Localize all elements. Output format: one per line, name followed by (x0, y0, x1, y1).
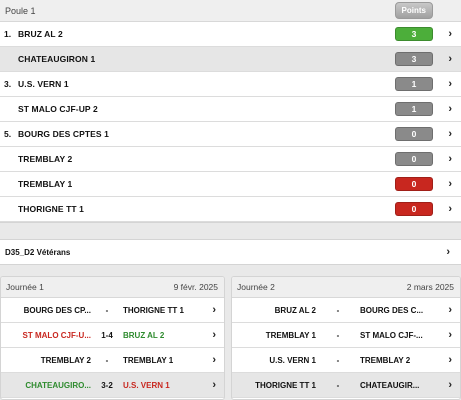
chevron-right-icon: › (212, 329, 216, 341)
chevron-right-icon: › (448, 53, 452, 65)
chevron-right-icon: › (448, 153, 452, 165)
match-score: 1-4 (101, 330, 113, 340)
away-team: U.S. VERN 1 (123, 380, 170, 390)
chevron-right-icon: › (448, 78, 452, 90)
chevron-right-icon: › (446, 246, 450, 258)
chevron-right-icon: › (448, 178, 452, 190)
match-score: 3-2 (101, 380, 113, 390)
standings-row[interactable]: THORIGNE TT 1 0 › (0, 197, 461, 222)
points-badge: 1 (395, 102, 433, 116)
points-badge: 0 (395, 202, 433, 216)
home-team: CHATEAUGIRO... (25, 380, 91, 390)
match-score: - (336, 380, 340, 390)
home-team: U.S. VERN 1 (269, 355, 316, 365)
match-list: BRUZ AL 2 - BOURG DES C... › TREMBLAY 1 - ST M… (232, 298, 460, 398)
standings-row[interactable]: 3. U.S. VERN 1 1 › (0, 72, 461, 97)
standings-row[interactable]: ST MALO CJF-UP 2 1 › (0, 97, 461, 122)
chevron-right-icon: › (448, 28, 452, 40)
match-row[interactable]: TREMBLAY 2 - TREMBLAY 1 › (1, 348, 224, 373)
day-title: Journée 2 (237, 282, 275, 292)
home-team: THORIGNE TT 1 (255, 380, 316, 390)
away-team: BOURG DES C... (360, 305, 424, 315)
chevron-right-icon: › (448, 354, 452, 366)
match-score: - (336, 305, 340, 315)
team-name: CHATEAUGIRON 1 (18, 54, 96, 64)
match-list: BOURG DES CP... - THORIGNE TT 1 › ST MALO CJ… (1, 298, 224, 398)
match-row[interactable]: CHATEAUGIRO... 3-2 U.S. VERN 1 › (1, 373, 224, 398)
chevron-right-icon: › (448, 203, 452, 215)
match-row[interactable]: U.S. VERN 1 - TREMBLAY 2 › (232, 348, 460, 373)
points-badge: 1 (395, 77, 433, 91)
points-badge: 3 (395, 27, 433, 41)
team-name: U.S. VERN 1 (18, 79, 69, 89)
home-team: TREMBLAY 1 (265, 330, 316, 340)
chevron-right-icon: › (448, 379, 452, 391)
chevron-right-icon: › (212, 379, 216, 391)
match-row[interactable]: BOURG DES CP... - THORIGNE TT 1 › (1, 298, 224, 323)
standings-row[interactable]: CHATEAUGIRON 1 3 › (0, 47, 461, 72)
away-team: TREMBLAY 1 (123, 355, 174, 365)
day-header: Journée 2 2 mars 2025 (232, 277, 460, 298)
away-team: ST MALO CJF-... (360, 330, 423, 340)
away-team: THORIGNE TT 1 (123, 305, 184, 315)
day-title: Journée 1 (6, 282, 44, 292)
match-row[interactable]: BRUZ AL 2 - BOURG DES C... › (232, 298, 460, 323)
team-name: THORIGNE TT 1 (18, 204, 84, 214)
day-panel-2: Journée 2 2 mars 2025 BRUZ AL 2 - BOURG DE… (231, 276, 461, 400)
chevron-right-icon: › (212, 354, 216, 366)
home-team: ST MALO CJF-U... (22, 330, 91, 340)
standings-row[interactable]: TREMBLAY 2 0 › (0, 147, 461, 172)
points-badge: 0 (395, 127, 433, 141)
match-score: - (336, 355, 340, 365)
poule-header: Poule 1 Points (0, 0, 461, 22)
match-row[interactable]: THORIGNE TT 1 - CHATEAUGIR... › (232, 373, 460, 398)
team-rank: 1. (4, 29, 12, 39)
chevron-right-icon: › (448, 304, 452, 316)
category-row[interactable]: D35_D2 Vétérans › (0, 239, 461, 265)
team-name: ST MALO CJF-UP 2 (18, 104, 98, 114)
points-button[interactable]: Points (394, 2, 433, 19)
standings-list: 1. BRUZ AL 2 3 › CHATEAUGIRON 1 3 › 3. U.S. VERN… (0, 22, 461, 222)
team-name: TREMBLAY 2 (18, 154, 73, 164)
chevron-right-icon: › (448, 329, 452, 341)
chevron-right-icon: › (448, 103, 452, 115)
home-team: BOURG DES CP... (23, 305, 91, 315)
team-rank: 3. (4, 79, 12, 89)
standings-row[interactable]: TREMBLAY 1 0 › (0, 172, 461, 197)
match-score: - (336, 330, 340, 340)
team-name: TREMBLAY 1 (18, 179, 73, 189)
match-score: - (105, 355, 109, 365)
team-rank: 5. (4, 129, 12, 139)
away-team: CHATEAUGIR... (360, 380, 420, 390)
standings-row[interactable]: 1. BRUZ AL 2 3 › (0, 22, 461, 47)
points-badge: 3 (395, 52, 433, 66)
chevron-right-icon: › (448, 128, 452, 140)
away-team: BRUZ AL 2 (123, 330, 165, 340)
day-date: 9 févr. 2025 (173, 282, 218, 292)
standings-row[interactable]: 5. BOURG DES CPTES 1 0 › (0, 122, 461, 147)
poule-title: Poule 1 (5, 5, 36, 16)
match-row[interactable]: TREMBLAY 1 - ST MALO CJF-... › (232, 323, 460, 348)
day-header: Journée 1 9 févr. 2025 (1, 277, 224, 298)
away-team: TREMBLAY 2 (360, 355, 411, 365)
home-team: TREMBLAY 2 (40, 355, 91, 365)
poule-panel: Poule 1 Points 1. BRUZ AL 2 3 › CHATEAUGIRON… (0, 0, 461, 223)
home-team: BRUZ AL 2 (274, 305, 316, 315)
match-score: - (105, 305, 109, 315)
points-badge: 0 (395, 177, 433, 191)
team-name: BRUZ AL 2 (18, 29, 63, 39)
team-name: BOURG DES CPTES 1 (18, 129, 109, 139)
day-panel-1: Journée 1 9 févr. 2025 BOURG DES CP... - T… (0, 276, 225, 400)
chevron-right-icon: › (212, 304, 216, 316)
points-badge: 0 (395, 152, 433, 166)
category-label: D35_D2 Vétérans (5, 247, 71, 257)
day-date: 2 mars 2025 (406, 282, 454, 292)
match-row[interactable]: ST MALO CJF-U... 1-4 BRUZ AL 2 › (1, 323, 224, 348)
